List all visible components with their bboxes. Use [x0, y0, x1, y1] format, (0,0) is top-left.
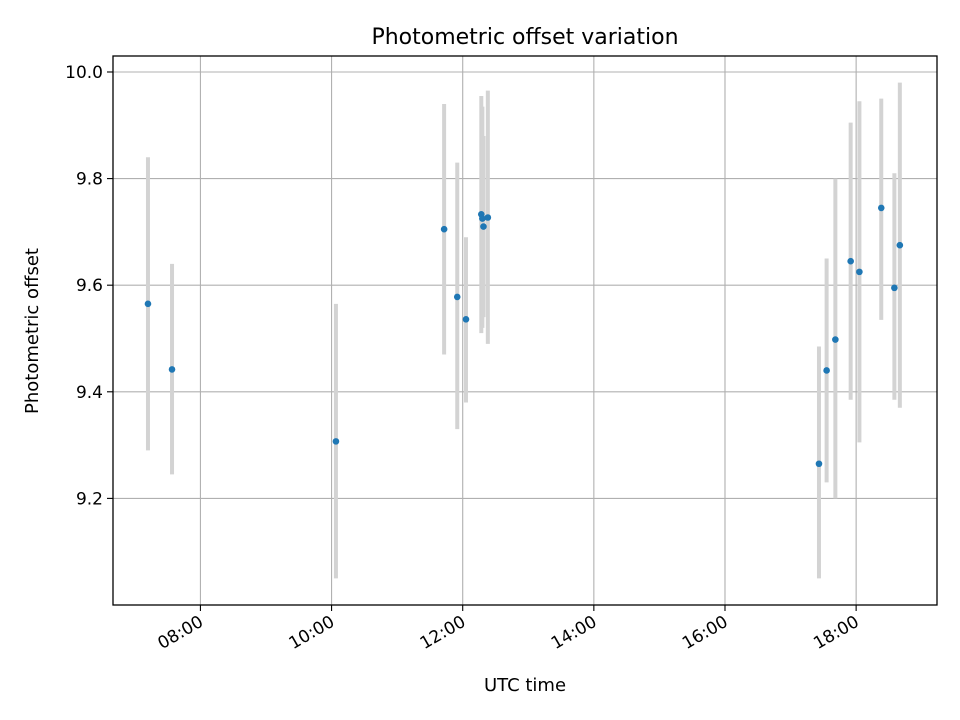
y-tick-label: 9.8 — [76, 170, 103, 190]
data-point — [823, 367, 830, 374]
grid — [113, 56, 937, 605]
data-point — [480, 223, 487, 230]
y-axis-ticks: 9.2 9.4 9.6 9.8 10.0 — [65, 63, 113, 509]
chart-title: Photometric offset variation — [371, 25, 678, 50]
y-tick-label: 10.0 — [65, 63, 103, 83]
data-point — [815, 460, 823, 468]
data-point — [832, 336, 839, 343]
data-point — [440, 225, 448, 233]
data-point — [896, 241, 904, 249]
plot-frame — [112, 55, 938, 606]
y-tick-label: 9.6 — [76, 276, 103, 296]
data-point — [168, 366, 176, 373]
data-point — [484, 214, 492, 221]
data-points — [144, 204, 904, 468]
data-point — [856, 268, 863, 276]
data-point — [847, 257, 854, 265]
data-point — [891, 284, 898, 292]
data-point — [479, 215, 486, 222]
y-tick-label: 9.4 — [76, 383, 103, 403]
data-point — [332, 438, 340, 445]
data-point — [462, 316, 470, 323]
y-tick-label: 9.2 — [76, 489, 103, 509]
y-axis-label: Photometric offset — [22, 248, 43, 414]
data-point — [144, 300, 152, 308]
data-point — [877, 204, 885, 212]
data-point — [453, 293, 461, 301]
x-axis-label: UTC time — [484, 675, 566, 696]
